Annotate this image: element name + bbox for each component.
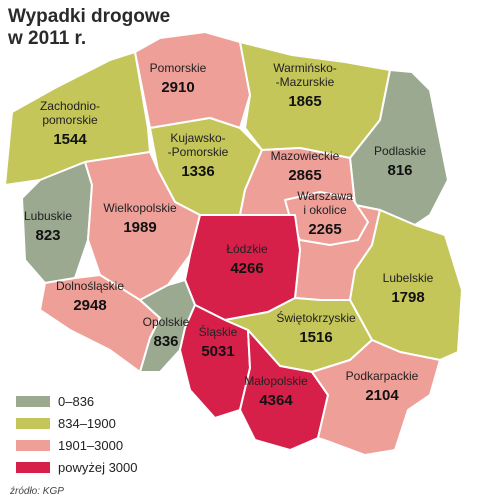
region-value-kujawsko: 1336 xyxy=(181,163,214,180)
legend-label: powyżej 3000 xyxy=(58,459,138,475)
legend-swatch xyxy=(16,395,50,407)
region-value-lodzkie: 4266 xyxy=(230,260,263,277)
region-value-podlaskie: 816 xyxy=(387,162,412,179)
legend-item-1: 834–1900 xyxy=(16,412,138,434)
region-value-zachodnio: 1544 xyxy=(53,131,87,148)
region-name-lubuskie: Lubuskie xyxy=(24,209,72,223)
legend-label: 0–836 xyxy=(58,393,95,409)
legend-swatch xyxy=(16,417,50,429)
region-podkarpackie[interactable] xyxy=(311,339,441,456)
region-name-slaskie: Śląskie xyxy=(199,324,238,339)
region-value-malopolskie: 4364 xyxy=(259,392,293,409)
region-value-warminsko: 1865 xyxy=(288,93,321,110)
region-name-warminsko: Warmińsko--Mazurskie xyxy=(273,61,337,89)
region-value-mazowieckie: 2865 xyxy=(288,167,321,184)
legend-item-2: 1901–3000 xyxy=(16,434,138,456)
legend-label: 834–1900 xyxy=(58,415,116,431)
region-name-swietokrzyskie: Świętokrzyskie xyxy=(276,310,356,325)
map-title: Wypadki drogowe w 2011 r. xyxy=(8,6,171,49)
region-malopolskie[interactable] xyxy=(239,329,329,451)
region-wielkopolskie[interactable] xyxy=(84,151,201,301)
region-podlaskie[interactable] xyxy=(349,69,449,226)
region-value-lubuskie: 823 xyxy=(35,227,60,244)
region-value-podkarpackie: 2104 xyxy=(365,387,399,404)
region-value-slaskie: 5031 xyxy=(201,343,234,360)
region-name-zachodnio: Zachodnio-pomorskie xyxy=(40,99,100,127)
region-value-wielkopolskie: 1989 xyxy=(123,219,156,236)
region-name-warszawa: Warszawa i okolice xyxy=(297,189,353,217)
legend-item-0: 0–836 xyxy=(16,390,138,412)
legend-swatch xyxy=(16,439,50,451)
region-name-wielkopolskie: Wielkopolskie xyxy=(103,201,177,215)
region-value-lubelskie: 1798 xyxy=(391,289,424,306)
region-name-kujawsko: Kujawsko--Pomorskie xyxy=(168,131,229,159)
region-name-lodzkie: Łódzkie xyxy=(226,242,268,256)
legend-swatch xyxy=(16,461,50,473)
region-name-dolnoslaskie: Dolnośląskie xyxy=(56,279,124,293)
legend-item-3: powyżej 3000 xyxy=(16,456,138,478)
legend: 0–836 834–1900 1901–3000 powyżej 3000 xyxy=(16,390,138,478)
region-value-warszawa: 2265 xyxy=(308,221,341,238)
legend-label: 1901–3000 xyxy=(58,437,124,453)
region-value-opolskie: 836 xyxy=(153,333,178,350)
region-name-mazowieckie: Mazowieckie xyxy=(271,149,340,163)
region-name-podkarpackie: Podkarpackie xyxy=(346,369,419,383)
region-name-lubelskie: Lubelskie xyxy=(383,271,434,285)
region-name-opolskie: Opolskie xyxy=(143,315,190,329)
region-name-malopolskie: Małopolskie xyxy=(244,374,308,388)
region-value-pomorskie: 2910 xyxy=(161,79,194,96)
region-value-swietokrzyskie: 1516 xyxy=(299,329,332,346)
region-value-dolnoslaskie: 2948 xyxy=(73,297,106,314)
source-note: źródło: KGP xyxy=(10,486,64,497)
region-name-podlaskie: Podlaskie xyxy=(374,144,426,158)
region-name-pomorskie: Pomorskie xyxy=(150,61,207,75)
